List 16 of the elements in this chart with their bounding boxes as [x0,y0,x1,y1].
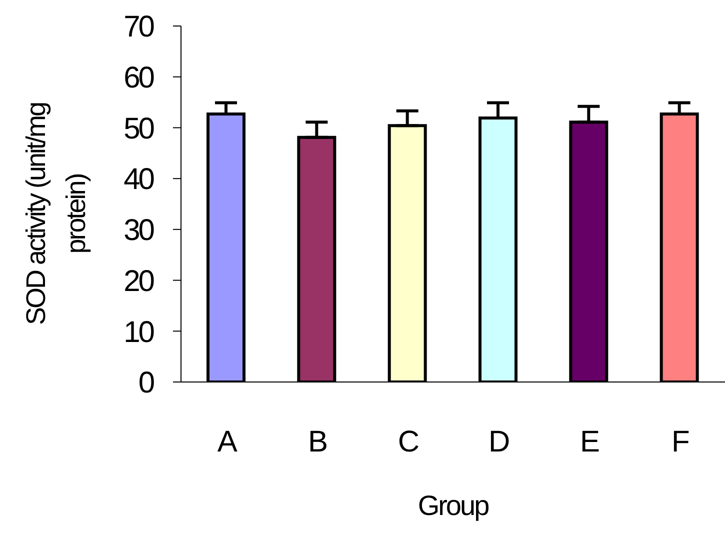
y-axis-title: SOD activity (unit/mg protein) [21,102,91,326]
y-tick-label: 70 [124,10,154,44]
y-tick-label: 20 [124,264,154,298]
x-tick-label: A [217,425,238,458]
x-axis-title: Group [418,490,490,521]
y-tick-label: 50 [124,112,154,146]
x-tick-label: B [308,425,327,458]
x-tick-label: C [398,425,419,458]
y-tick-label: 60 [124,62,154,95]
x-tick-label: D [488,425,510,458]
y-tick-label: 0 [138,366,154,400]
x-tick-label: F [672,425,690,458]
x-tick-label: E [580,425,599,458]
y-tick-label: 30 [124,214,154,248]
y-tick-label: 10 [124,316,154,349]
y-tick-label: 40 [124,163,154,196]
